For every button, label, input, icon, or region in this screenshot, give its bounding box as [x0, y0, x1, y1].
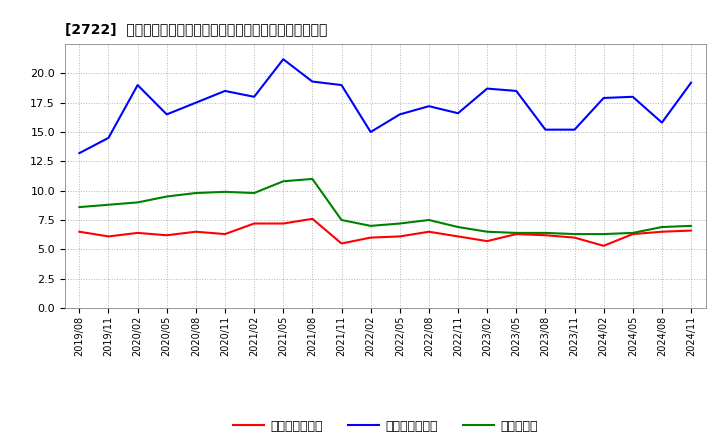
売上債権回転率	[366, 235, 375, 240]
買入債務回転率	[75, 150, 84, 156]
売上債権回転率	[425, 229, 433, 235]
買入債務回転率	[512, 88, 521, 94]
買入債務回転率	[541, 127, 550, 132]
売上債権回転率	[599, 243, 608, 249]
買入債務回転率	[366, 129, 375, 135]
在庫回転率	[337, 217, 346, 223]
在庫回転率	[425, 217, 433, 223]
買入債務回転率	[133, 82, 142, 88]
買入債務回転率	[308, 79, 317, 84]
買入債務回転率	[220, 88, 229, 94]
買入債務回転率	[250, 94, 258, 99]
売上債権回転率	[454, 234, 462, 239]
買入債務回転率	[192, 100, 200, 105]
売上債権回転率	[75, 229, 84, 235]
Line: 在庫回転率: 在庫回転率	[79, 179, 691, 234]
売上債権回転率	[133, 230, 142, 235]
在庫回転率	[366, 223, 375, 228]
買入債務回転率	[395, 112, 404, 117]
Legend: 売上債権回転率, 買入債務回転率, 在庫回転率: 売上債権回転率, 買入債務回転率, 在庫回転率	[228, 414, 543, 437]
買入債務回転率	[629, 94, 637, 99]
売上債権回転率	[163, 233, 171, 238]
買入債務回転率	[599, 95, 608, 101]
買入債務回転率	[687, 80, 696, 85]
売上債権回転率	[512, 231, 521, 237]
買入債務回転率	[483, 86, 492, 91]
在庫回転率	[512, 230, 521, 235]
買入債務回転率	[454, 110, 462, 116]
在庫回転率	[308, 176, 317, 182]
在庫回転率	[657, 224, 666, 230]
買入債務回転率	[657, 120, 666, 125]
在庫回転率	[250, 191, 258, 196]
Line: 売上債権回転率: 売上債権回転率	[79, 219, 691, 246]
在庫回転率	[192, 191, 200, 196]
売上債権回転率	[483, 238, 492, 244]
在庫回転率	[75, 205, 84, 210]
売上債権回転率	[657, 229, 666, 235]
買入債務回転率	[570, 127, 579, 132]
買入債務回転率	[163, 112, 171, 117]
売上債権回転率	[541, 233, 550, 238]
在庫回転率	[163, 194, 171, 199]
売上債権回転率	[220, 231, 229, 237]
売上債権回転率	[192, 229, 200, 235]
在庫回転率	[220, 189, 229, 194]
在庫回転率	[483, 229, 492, 235]
在庫回転率	[570, 231, 579, 237]
買入債務回転率	[279, 57, 287, 62]
在庫回転率	[454, 224, 462, 230]
売上債権回転率	[687, 228, 696, 233]
買入債務回転率	[425, 103, 433, 109]
買入債務回転率	[337, 82, 346, 88]
在庫回転率	[599, 231, 608, 237]
在庫回転率	[279, 179, 287, 184]
売上債権回転率	[279, 221, 287, 226]
在庫回転率	[104, 202, 113, 207]
在庫回転率	[395, 221, 404, 226]
在庫回転率	[133, 200, 142, 205]
売上債権回転率	[308, 216, 317, 221]
在庫回転率	[687, 223, 696, 228]
売上債権回転率	[629, 231, 637, 237]
買入債務回転率	[104, 135, 113, 140]
Line: 買入債務回転率: 買入債務回転率	[79, 59, 691, 153]
売上債権回転率	[104, 234, 113, 239]
売上債権回転率	[395, 234, 404, 239]
売上債権回転率	[570, 235, 579, 240]
売上債権回転率	[337, 241, 346, 246]
Text: [2722]  売上債権回転率、買入債務回転率、在庫回転率の推移: [2722] 売上債権回転率、買入債務回転率、在庫回転率の推移	[65, 22, 327, 36]
在庫回転率	[541, 230, 550, 235]
売上債権回転率	[250, 221, 258, 226]
在庫回転率	[629, 230, 637, 235]
